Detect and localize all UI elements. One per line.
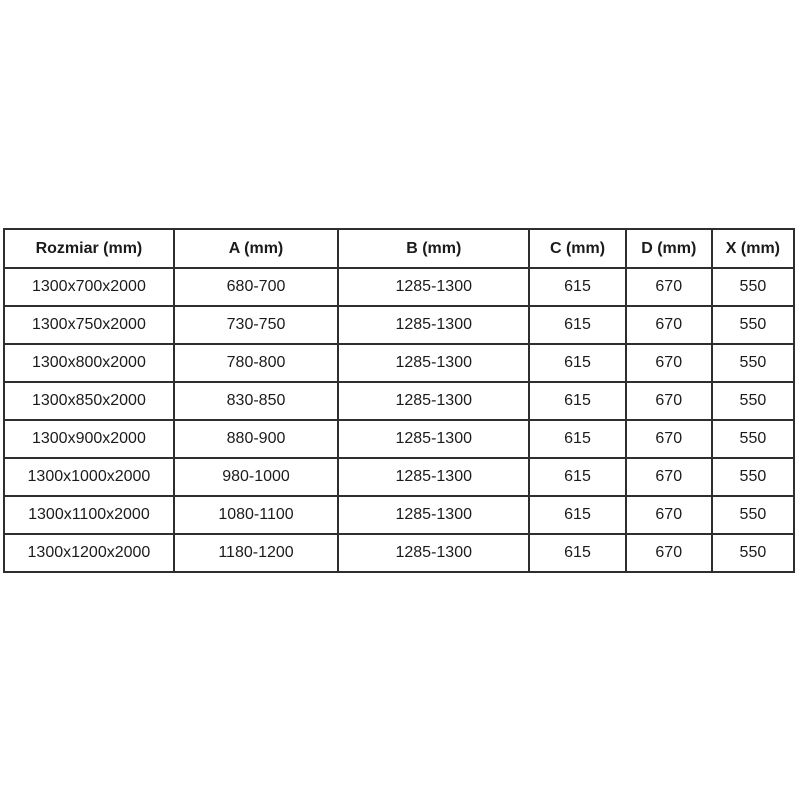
table-cell: 670 <box>624 305 713 345</box>
table-cell: 615 <box>528 457 627 497</box>
table-cell: 670 <box>624 381 713 421</box>
table-row: 1300x900x2000 880-900 1285-1300 615 670 550 <box>3 419 796 459</box>
table-cell: 1300x750x2000 <box>3 305 175 345</box>
table-cell: 670 <box>624 495 713 535</box>
table-cell: 1285-1300 <box>337 267 531 307</box>
table-cell: 1285-1300 <box>337 343 531 383</box>
table-cell: 980-1000 <box>172 457 340 497</box>
table-cell: 1180-1200 <box>172 533 340 573</box>
column-header-rozmiar: Rozmiar (mm) <box>3 228 175 269</box>
table-row: 1300x700x2000 680-700 1285-1300 615 670 550 <box>3 267 796 307</box>
table-cell: 880-900 <box>172 419 340 459</box>
table-cell: 1300x800x2000 <box>3 343 175 383</box>
table-cell: 730-750 <box>172 305 340 345</box>
table-cell: 550 <box>710 267 796 307</box>
table-cell: 615 <box>528 267 627 307</box>
table-cell: 615 <box>528 533 627 573</box>
table-cell: 670 <box>624 533 713 573</box>
table-cell: 1300x700x2000 <box>3 267 175 307</box>
table-cell: 1300x850x2000 <box>3 381 175 421</box>
table-cell: 550 <box>710 305 796 345</box>
table-cell: 830-850 <box>172 381 340 421</box>
table-cell: 615 <box>528 495 627 535</box>
table-cell: 550 <box>710 457 796 497</box>
column-header-x: X (mm) <box>710 228 796 269</box>
table-cell: 1300x1100x2000 <box>3 495 175 535</box>
table-row: 1300x800x2000 780-800 1285-1300 615 670 550 <box>3 343 796 383</box>
table-cell: 615 <box>528 305 627 345</box>
header-row: Rozmiar (mm) A (mm) B (mm) C (mm) D (mm)… <box>3 228 796 269</box>
table-cell: 1300x1000x2000 <box>3 457 175 497</box>
table-cell: 670 <box>624 419 713 459</box>
table-row: 1300x1000x2000 980-1000 1285-1300 615 670 550 <box>3 457 796 497</box>
size-spec-table: Rozmiar (mm) A (mm) B (mm) C (mm) D (mm)… <box>3 228 796 573</box>
table-cell: 550 <box>710 495 796 535</box>
table-row: 1300x850x2000 830-850 1285-1300 615 670 550 <box>3 381 796 421</box>
table-cell: 670 <box>624 343 713 383</box>
column-header-d: D (mm) <box>624 228 713 269</box>
table-cell: 780-800 <box>172 343 340 383</box>
table-cell: 615 <box>528 381 627 421</box>
table-cell: 1285-1300 <box>337 305 531 345</box>
column-header-b: B (mm) <box>337 228 531 269</box>
column-header-a: A (mm) <box>172 228 340 269</box>
table-row: 1300x750x2000 730-750 1285-1300 615 670 550 <box>3 305 796 345</box>
table-row: 1300x1100x2000 1080-1100 1285-1300 615 670 55… <box>3 495 796 535</box>
table-cell: 1300x900x2000 <box>3 419 175 459</box>
table-cell: 1285-1300 <box>337 419 531 459</box>
table-cell: 1285-1300 <box>337 381 531 421</box>
table-row: 1300x1200x2000 1180-1200 1285-1300 615 670 55… <box>3 533 796 573</box>
column-header-c: C (mm) <box>528 228 627 269</box>
table-cell: 615 <box>528 343 627 383</box>
table-cell: 1285-1300 <box>337 533 531 573</box>
table-cell: 550 <box>710 381 796 421</box>
table-cell: 1285-1300 <box>337 457 531 497</box>
table-cell: 1300x1200x2000 <box>3 533 175 573</box>
table-cell: 1285-1300 <box>337 495 531 535</box>
table-cell: 550 <box>710 419 796 459</box>
table-cell: 680-700 <box>172 267 340 307</box>
table-cell: 1080-1100 <box>172 495 340 535</box>
table-cell: 615 <box>528 419 627 459</box>
table-cell: 670 <box>624 267 713 307</box>
table-cell: 550 <box>710 533 796 573</box>
table-cell: 670 <box>624 457 713 497</box>
table-cell: 550 <box>710 343 796 383</box>
